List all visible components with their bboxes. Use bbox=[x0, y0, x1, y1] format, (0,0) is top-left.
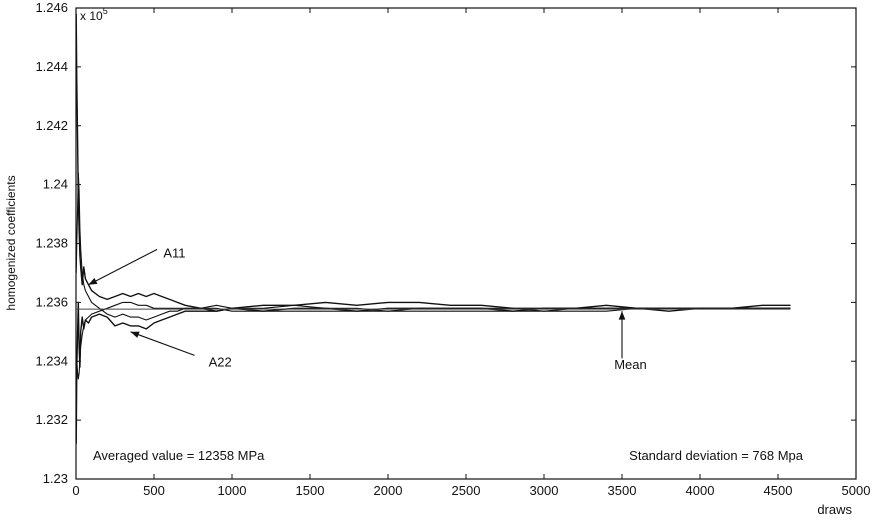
x-tick-label: 3500 bbox=[608, 483, 637, 498]
y-tick-label: 1.232 bbox=[35, 412, 68, 427]
plot-area bbox=[75, 7, 857, 480]
y-tick-label: 1.23 bbox=[43, 471, 68, 486]
x-tick-label: 4000 bbox=[686, 483, 715, 498]
y-tick-label: 1.236 bbox=[35, 294, 68, 309]
x-axis-label: draws bbox=[817, 502, 852, 517]
averaged-value-note: Averaged value = 12358 MPa bbox=[93, 448, 265, 463]
y-tick-label: 1.24 bbox=[43, 177, 68, 192]
x-tick-label: 4500 bbox=[764, 483, 793, 498]
x-tick-label: 2500 bbox=[452, 483, 481, 498]
standard-deviation-note: Standard deviation = 768 Mpa bbox=[629, 448, 804, 463]
x-tick-label: 1500 bbox=[296, 483, 325, 498]
y-tick-label: 1.246 bbox=[35, 0, 68, 15]
annotation-arrow-a11 bbox=[88, 248, 158, 286]
series-line-extra-2 bbox=[75, 172, 791, 321]
annotation-arrow-a22 bbox=[130, 331, 195, 356]
y-tick-label: 1.238 bbox=[35, 236, 68, 251]
annotation-label-a11: A11 bbox=[163, 245, 185, 260]
annotation-layer: A11 A22 Mean bbox=[88, 245, 647, 372]
annotation-arrowhead-a22 bbox=[130, 331, 140, 338]
y-exponent-power: 5 bbox=[103, 6, 108, 16]
annotation-arrowhead-a11 bbox=[88, 277, 98, 285]
x-tick-label: 0 bbox=[72, 483, 79, 498]
y-tick-label: 1.244 bbox=[35, 59, 68, 74]
annotation-label-a22: A22 bbox=[209, 354, 232, 369]
x-tick-label: 500 bbox=[143, 483, 165, 498]
x-tick-label: 5000 bbox=[842, 483, 871, 498]
annotation-arrowhead-mean bbox=[618, 311, 626, 320]
x-tick-labels: 0 500 1000 1500 2000 2500 3000 3500 4000 4500 5000 bbox=[72, 483, 870, 498]
y-tick-label: 1.234 bbox=[35, 353, 68, 368]
x-tick-label: 3000 bbox=[530, 483, 559, 498]
x-tick-label: 1000 bbox=[218, 483, 247, 498]
series-line-a22 bbox=[75, 301, 791, 444]
y-axis-label: homogenized coefficients bbox=[4, 175, 18, 310]
tick-marks bbox=[75, 7, 857, 480]
x-tick-label: 2000 bbox=[374, 483, 403, 498]
y-tick-label: 1.242 bbox=[35, 118, 68, 133]
annotation-label-mean: Mean bbox=[614, 357, 647, 372]
y-exponent-label: x 105 bbox=[80, 6, 108, 23]
y-tick-labels: 1.23 1.232 1.234 1.236 1.238 1.24 1.242 1.244 1.… bbox=[35, 0, 68, 486]
